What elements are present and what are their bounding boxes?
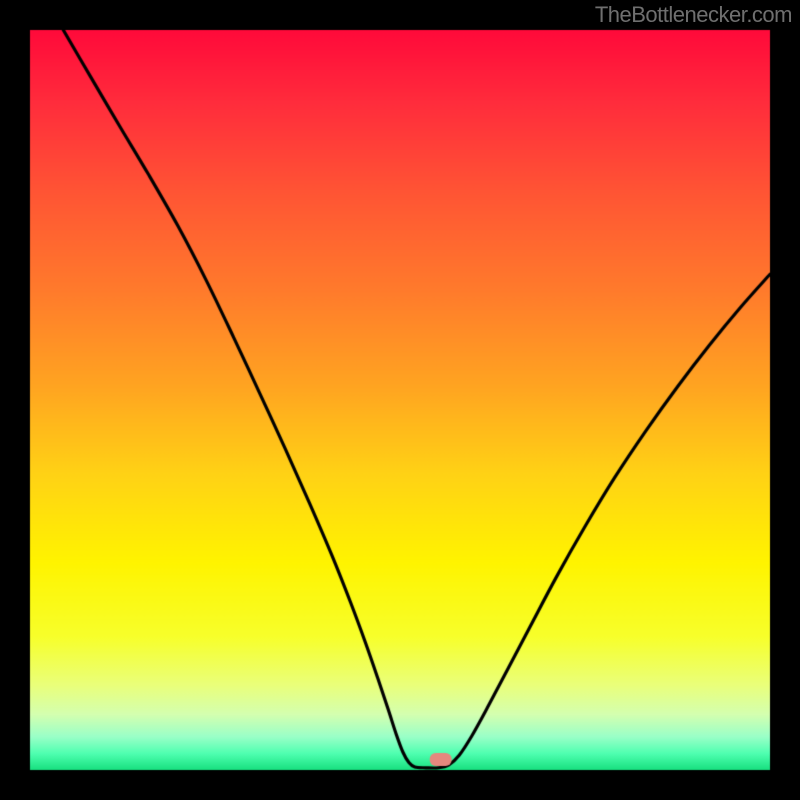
chart-stage: TheBottlenecker.com bbox=[0, 0, 800, 800]
bottleneck-curve-chart bbox=[0, 0, 800, 800]
watermark-text: TheBottlenecker.com bbox=[595, 2, 792, 28]
